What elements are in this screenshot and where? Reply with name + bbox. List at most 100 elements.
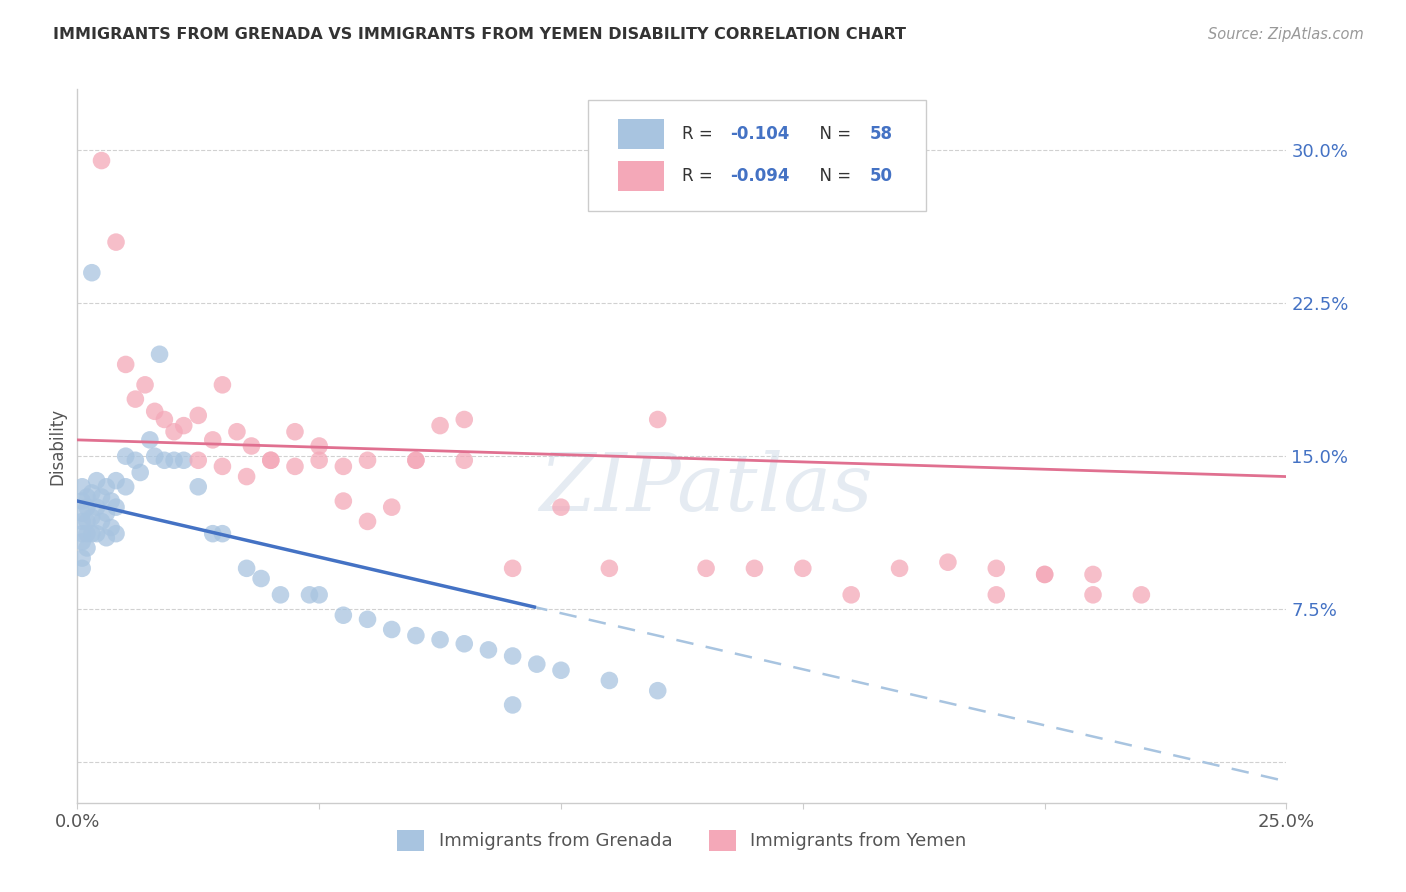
Point xyxy=(153,453,176,467)
Text: R =: R = xyxy=(682,125,718,143)
FancyBboxPatch shape xyxy=(617,120,664,149)
Point xyxy=(986,561,1008,575)
Point xyxy=(332,494,354,508)
Point xyxy=(269,588,291,602)
Point xyxy=(453,637,475,651)
Point xyxy=(70,534,93,549)
Point xyxy=(96,531,118,545)
Point xyxy=(839,588,862,602)
Y-axis label: Disability: Disability xyxy=(48,408,66,484)
Point xyxy=(332,608,354,623)
Point xyxy=(308,588,330,602)
Point xyxy=(550,663,572,677)
Text: Source: ZipAtlas.com: Source: ZipAtlas.com xyxy=(1208,27,1364,42)
Point xyxy=(90,490,112,504)
Text: 58: 58 xyxy=(869,125,893,143)
Point xyxy=(211,377,233,392)
Point xyxy=(100,520,122,534)
Point xyxy=(70,561,93,575)
Text: R =: R = xyxy=(682,168,718,186)
Point xyxy=(100,494,122,508)
Point xyxy=(332,459,354,474)
Point xyxy=(187,480,209,494)
Point xyxy=(1081,567,1104,582)
Point xyxy=(139,433,162,447)
Point xyxy=(105,526,128,541)
Point xyxy=(695,561,717,575)
Point xyxy=(405,629,427,643)
Point xyxy=(260,453,283,467)
Point xyxy=(453,412,475,426)
Point xyxy=(86,500,108,515)
Point xyxy=(70,515,93,529)
Point xyxy=(153,412,176,426)
Point xyxy=(76,490,98,504)
Point xyxy=(526,657,548,672)
Point xyxy=(86,474,108,488)
Point xyxy=(1033,567,1056,582)
Text: IMMIGRANTS FROM GRENADA VS IMMIGRANTS FROM YEMEN DISABILITY CORRELATION CHART: IMMIGRANTS FROM GRENADA VS IMMIGRANTS FR… xyxy=(53,27,907,42)
Point xyxy=(187,453,209,467)
Point xyxy=(96,480,118,494)
Point xyxy=(105,474,128,488)
Point xyxy=(235,469,257,483)
Point xyxy=(143,449,166,463)
Text: ZIPatlas: ZIPatlas xyxy=(540,450,873,527)
Point xyxy=(356,612,378,626)
Point xyxy=(134,377,156,392)
Point xyxy=(405,453,427,467)
Point xyxy=(76,541,98,555)
Point xyxy=(298,588,321,602)
Point xyxy=(173,453,195,467)
Point xyxy=(114,480,136,494)
Point xyxy=(114,449,136,463)
Point xyxy=(381,500,404,515)
Point xyxy=(129,466,152,480)
Text: N =: N = xyxy=(808,168,856,186)
Point xyxy=(76,526,98,541)
Point xyxy=(429,632,451,647)
FancyBboxPatch shape xyxy=(617,161,664,191)
Point xyxy=(76,500,98,515)
Point xyxy=(477,643,499,657)
Point xyxy=(70,551,93,566)
Point xyxy=(187,409,209,423)
Point xyxy=(90,515,112,529)
Text: 50: 50 xyxy=(869,168,893,186)
Point xyxy=(744,561,766,575)
Text: -0.094: -0.094 xyxy=(730,168,790,186)
Point xyxy=(105,235,128,249)
Point xyxy=(986,588,1008,602)
Point xyxy=(889,561,911,575)
Point xyxy=(201,433,224,447)
Point xyxy=(502,698,524,712)
Point xyxy=(173,418,195,433)
Point xyxy=(70,494,93,508)
Point xyxy=(598,673,620,688)
Point xyxy=(250,572,273,586)
Point xyxy=(211,526,233,541)
FancyBboxPatch shape xyxy=(588,100,927,211)
Point xyxy=(1130,588,1153,602)
Point xyxy=(80,510,103,524)
Point xyxy=(211,459,233,474)
Point xyxy=(647,412,669,426)
Point xyxy=(226,425,249,439)
Legend: Immigrants from Grenada, Immigrants from Yemen: Immigrants from Grenada, Immigrants from… xyxy=(391,822,973,858)
Point xyxy=(80,486,103,500)
Point xyxy=(284,425,307,439)
Point xyxy=(405,453,427,467)
Point xyxy=(70,506,93,520)
Text: N =: N = xyxy=(808,125,856,143)
Point xyxy=(96,506,118,520)
Point xyxy=(1081,588,1104,602)
Point xyxy=(114,358,136,372)
Point xyxy=(260,453,283,467)
Text: -0.104: -0.104 xyxy=(730,125,790,143)
Point xyxy=(235,561,257,575)
Point xyxy=(284,459,307,474)
Point xyxy=(240,439,263,453)
Point xyxy=(201,526,224,541)
Point xyxy=(381,623,404,637)
Point xyxy=(124,453,146,467)
